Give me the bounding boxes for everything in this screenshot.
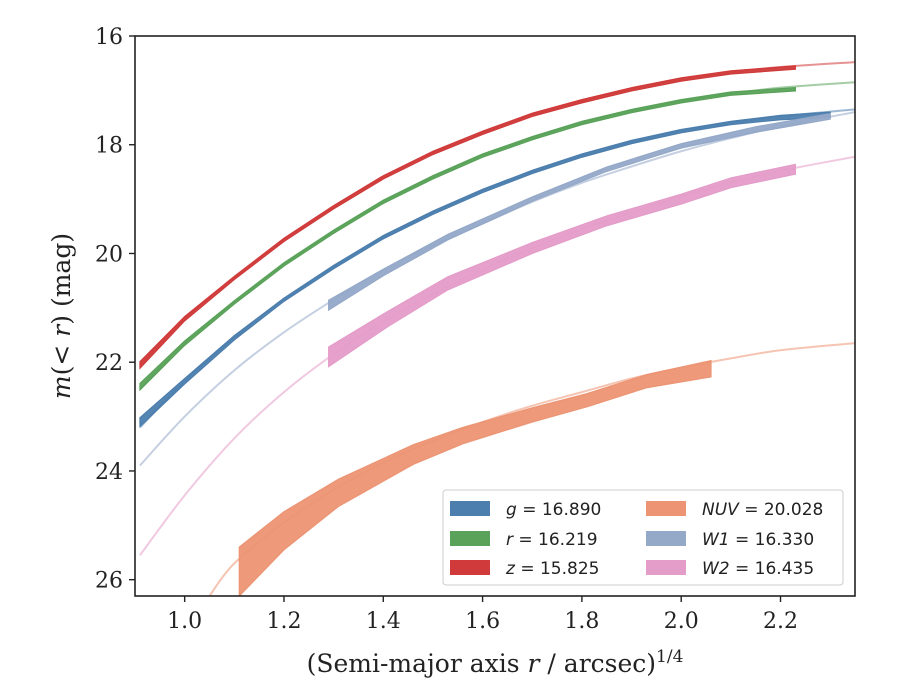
legend-symbol: NUV — [702, 500, 740, 520]
legend-label: W2 = 16.435 — [702, 559, 814, 579]
legend-value: = 16.330 — [730, 530, 815, 550]
legend-swatch — [646, 531, 686, 546]
legend-label: NUV = 20.028 — [702, 500, 823, 520]
legend-symbol: g — [506, 500, 517, 520]
x-tick-label: 1.0 — [167, 609, 202, 634]
y-axis-label-r: r — [47, 323, 76, 337]
series-w1 — [139, 111, 855, 467]
legend-symbol: z — [505, 559, 516, 579]
series-w2 — [139, 155, 855, 556]
model-curve-w1 — [139, 111, 855, 467]
data-band-w2 — [328, 163, 797, 368]
y-axis-label-mid: (< — [47, 337, 76, 376]
legend-symbol: W2 — [702, 559, 730, 579]
y-axis-label-m: m — [47, 375, 76, 399]
series-z — [139, 61, 855, 370]
legend-swatch — [450, 501, 490, 516]
legend-item-w1: W1 = 16.330 — [646, 530, 814, 550]
legend-value: = 16.219 — [513, 530, 598, 550]
legend-symbol: W1 — [702, 530, 730, 550]
data-band-w1 — [328, 113, 831, 312]
legend-value: = 16.890 — [517, 500, 602, 520]
y-tick-label: 24 — [95, 460, 123, 485]
legend-swatch — [450, 531, 490, 546]
y-axis: 16 18 20 22 24 26 — [95, 25, 135, 594]
x-axis-label-pre: (Semi-major axis — [307, 649, 528, 678]
data-band-nuv — [238, 359, 712, 596]
legend-box — [442, 489, 844, 586]
y-axis-label: m(< r) (mag) — [47, 233, 76, 399]
data-band-z — [139, 65, 797, 370]
x-tick-label: 1.6 — [465, 609, 500, 634]
legend-swatch — [646, 560, 686, 575]
legend-label: z = 15.825 — [505, 559, 599, 579]
y-tick-label: 16 — [95, 25, 123, 50]
data-band-r — [139, 87, 797, 392]
legend-item-g: g = 16.890 — [450, 500, 601, 520]
x-axis: 1.0 1.2 1.4 1.6 1.8 2.0 2.2 — [167, 596, 798, 634]
legend-value: = 16.435 — [730, 559, 815, 579]
legend-value: = 20.028 — [739, 500, 824, 520]
y-axis-label-post: ) (mag) — [47, 233, 76, 325]
plot-frame — [134, 35, 856, 597]
x-tick-label: 2.0 — [664, 609, 699, 634]
y-tick-label: 26 — [95, 569, 123, 594]
y-tick-label: 22 — [95, 351, 123, 376]
series-r — [139, 81, 855, 392]
x-tick-label: 1.4 — [366, 609, 401, 634]
legend-swatch — [450, 560, 490, 575]
y-tick-label: 18 — [95, 134, 123, 159]
x-tick-label: 2.2 — [763, 609, 798, 634]
plot-area — [139, 61, 855, 596]
legend-item-nuv: NUV = 20.028 — [646, 500, 823, 520]
y-tick-label: 20 — [95, 242, 123, 267]
legend-swatch — [646, 501, 686, 516]
legend-label: r = 16.219 — [506, 530, 598, 550]
legend-label: W1 = 16.330 — [702, 530, 814, 550]
legend-item-r: r = 16.219 — [450, 530, 598, 550]
series-nuv — [208, 342, 855, 596]
x-axis-label-exponent: 1/4 — [656, 647, 683, 667]
x-axis-label-post: / arcsec) — [539, 649, 656, 678]
x-axis-label-r: r — [528, 649, 542, 678]
x-tick-label: 1.2 — [266, 609, 301, 634]
x-tick-label: 1.8 — [564, 609, 599, 634]
x-axis-label: (Semi-major axis r / arcsec)1/4 — [307, 647, 684, 678]
legend-item-w2: W2 = 16.435 — [646, 559, 814, 579]
legend-value: = 15.825 — [515, 559, 600, 579]
legend-item-z: z = 15.825 — [450, 559, 599, 579]
legend-symbol: r — [506, 530, 514, 550]
legend-label: g = 16.890 — [506, 500, 601, 520]
